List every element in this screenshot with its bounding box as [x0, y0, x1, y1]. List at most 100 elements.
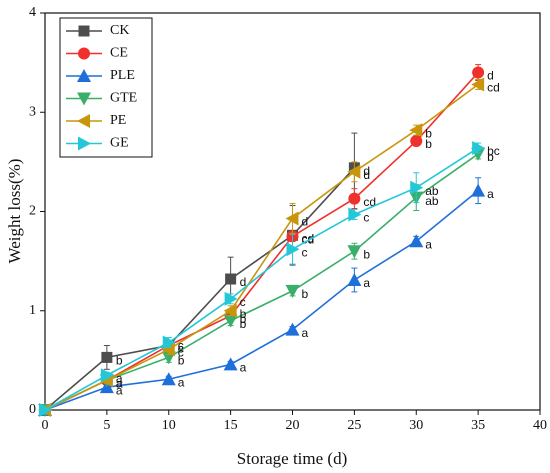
- significance-letter: b: [302, 287, 309, 301]
- marker: [223, 357, 238, 371]
- series-line: [44, 167, 355, 411]
- significance-letter: d: [302, 215, 309, 229]
- marker: [471, 183, 486, 197]
- significance-letter: a: [240, 361, 247, 375]
- significance-letter: cd: [487, 81, 500, 95]
- marker: [223, 303, 237, 318]
- marker: [161, 372, 176, 386]
- significance-letter: d: [363, 164, 370, 178]
- marker: [347, 245, 362, 259]
- legend-label: GE: [110, 136, 129, 151]
- significance-letter: c: [178, 342, 184, 356]
- legend-label: CE: [110, 46, 128, 61]
- significance-letter: ab: [425, 194, 439, 208]
- legend-label: PLE: [110, 68, 135, 83]
- series-line: [44, 147, 479, 411]
- marker: [78, 136, 91, 151]
- marker: [472, 66, 485, 79]
- significance-letter: a: [116, 376, 123, 390]
- legend-label: GTE: [110, 91, 137, 106]
- marker: [285, 211, 299, 226]
- legend-label: PE: [110, 113, 126, 128]
- y-axis-label: Weight loss(%): [5, 159, 24, 264]
- series-line: [44, 83, 479, 411]
- marker: [77, 69, 91, 82]
- marker: [100, 368, 114, 383]
- marker: [77, 114, 90, 128]
- marker: [161, 342, 175, 357]
- marker: [101, 351, 113, 363]
- y-tick-label: 3: [29, 104, 36, 119]
- significance-letter: cd: [302, 232, 315, 246]
- significance-letter: c: [178, 346, 184, 360]
- y-tick-label: 4: [29, 5, 36, 20]
- significance-letter: b: [363, 247, 370, 261]
- significance-letter: d: [487, 69, 494, 83]
- x-tick-label: 35: [471, 418, 485, 433]
- marker: [39, 403, 52, 417]
- significance-letter: b: [425, 137, 432, 151]
- significance-letter: cd: [363, 195, 376, 209]
- y-tick-label: 2: [29, 204, 36, 219]
- significance-letter: a: [116, 383, 123, 397]
- marker: [409, 123, 423, 138]
- marker: [472, 140, 486, 155]
- significance-letter: c: [178, 339, 184, 353]
- x-tick-label: 10: [162, 418, 176, 433]
- significance-letter: a: [363, 276, 370, 290]
- marker: [224, 291, 238, 306]
- marker: [348, 207, 362, 222]
- significance-letter: c: [178, 342, 184, 356]
- marker: [78, 25, 90, 37]
- marker: [285, 284, 300, 298]
- marker: [471, 77, 485, 92]
- marker: [285, 322, 300, 336]
- x-tick-label: 0: [42, 418, 49, 433]
- significance-letter: c: [240, 295, 246, 309]
- legend-box: [59, 17, 153, 158]
- significance-letter: ab: [425, 184, 439, 198]
- significance-letter: b: [240, 312, 247, 326]
- significance-letter: b: [425, 126, 432, 140]
- x-axis-label: Storage time (d): [237, 449, 347, 468]
- significance-letter: a: [116, 376, 123, 390]
- y-tick-label: 1: [29, 303, 36, 318]
- significance-letter: d: [240, 275, 247, 289]
- marker: [410, 135, 423, 148]
- marker: [162, 335, 176, 350]
- x-tick-label: 20: [286, 418, 300, 433]
- significance-letter: a: [425, 237, 432, 251]
- significance-letter: a: [487, 187, 494, 201]
- marker: [77, 92, 91, 106]
- x-tick-label: 30: [409, 418, 423, 433]
- significance-letter: b: [178, 354, 185, 368]
- marker: [409, 234, 424, 248]
- significance-letter: d: [363, 168, 370, 182]
- significance-letter: b: [487, 150, 494, 164]
- y-tick-label: 0: [29, 402, 36, 417]
- series-line: [44, 190, 479, 411]
- significance-letter: a: [178, 375, 185, 389]
- marker: [348, 192, 361, 205]
- x-tick-label: 40: [533, 418, 547, 433]
- significance-letter: b: [240, 317, 247, 331]
- marker: [410, 180, 424, 195]
- marker: [78, 47, 90, 60]
- significance-letter: b: [116, 354, 123, 368]
- x-tick-label: 15: [224, 418, 238, 433]
- significance-letter: a: [116, 376, 123, 390]
- x-tick-label: 5: [103, 418, 110, 433]
- marker: [286, 242, 300, 257]
- series-line: [44, 153, 479, 411]
- significance-letter: b: [240, 307, 247, 321]
- marker: [223, 314, 238, 328]
- marker: [225, 273, 237, 285]
- significance-letter: bc: [487, 144, 500, 158]
- significance-letter: c: [363, 211, 369, 225]
- marker: [347, 164, 361, 179]
- x-tick-label: 25: [347, 418, 361, 433]
- significance-letter: a: [116, 371, 123, 385]
- legend-label: CK: [110, 23, 129, 38]
- significance-letter: c: [302, 245, 308, 259]
